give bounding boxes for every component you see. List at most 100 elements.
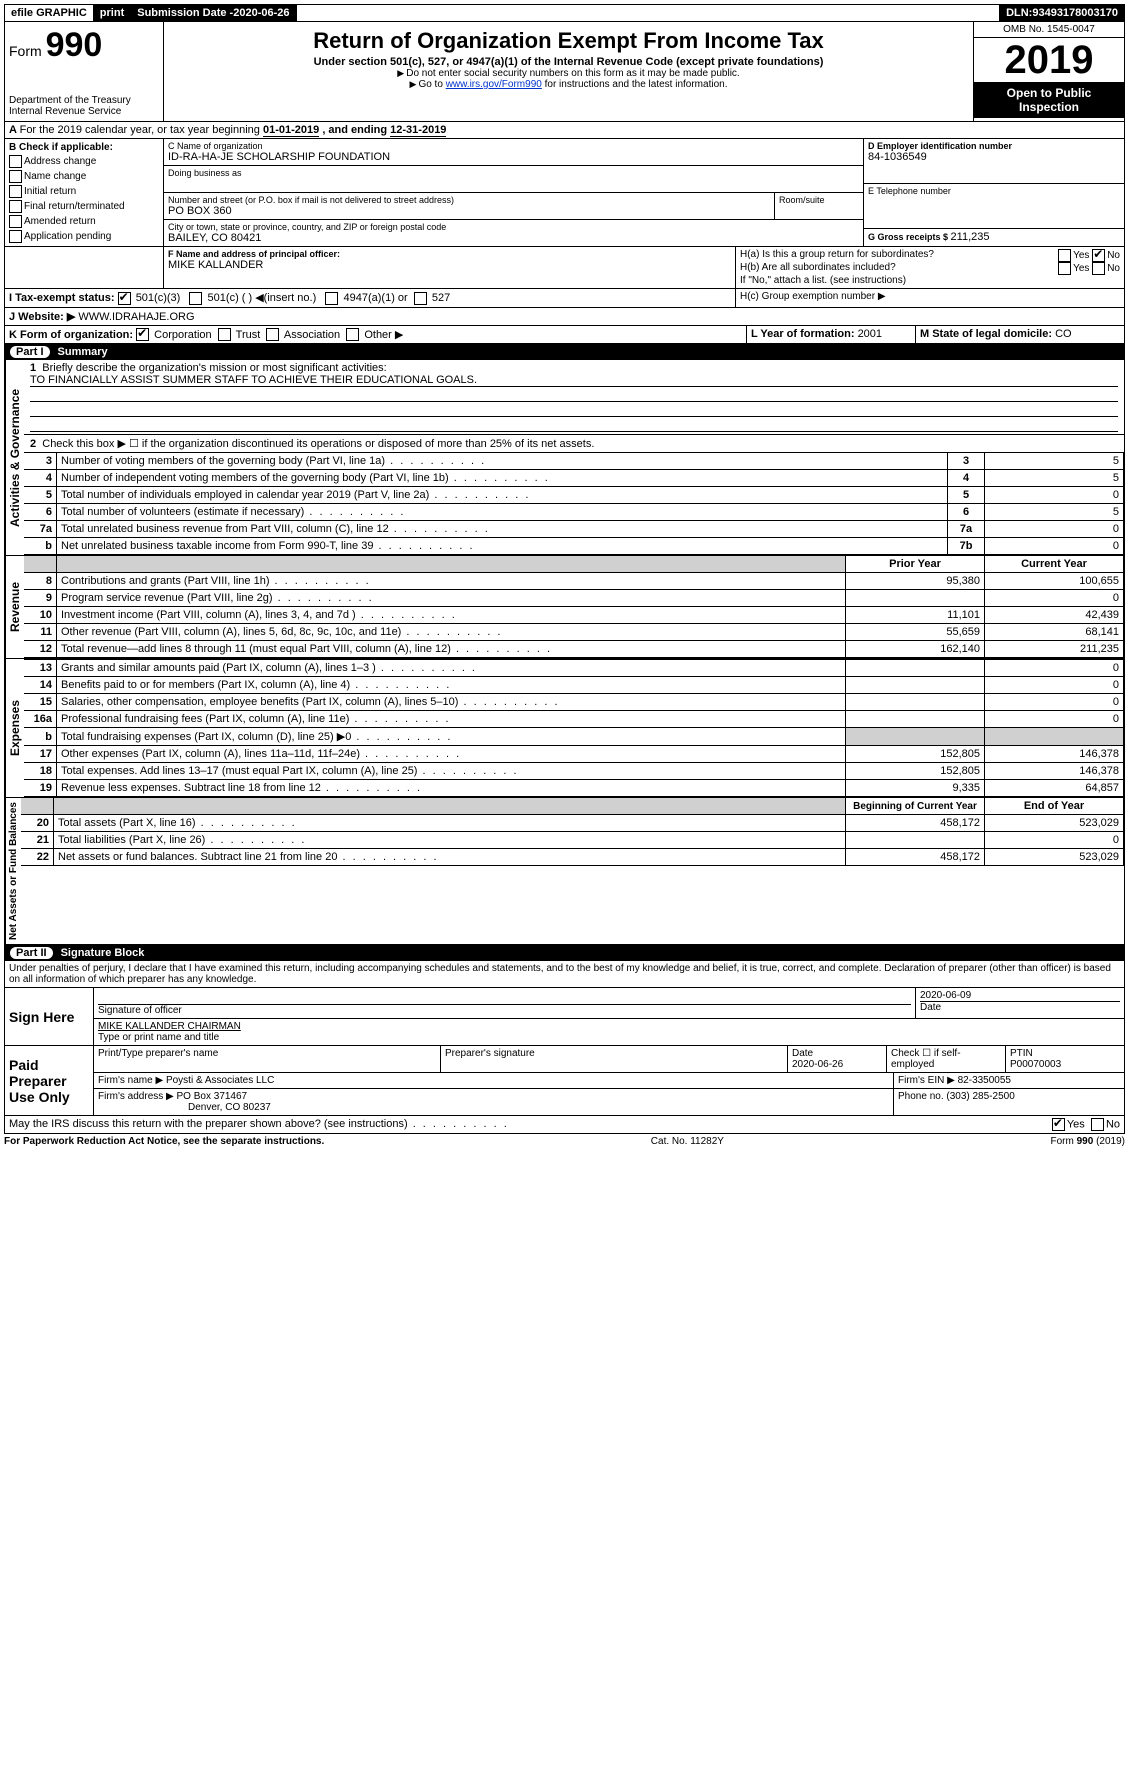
period-row: A For the 2019 calendar year, or tax yea… xyxy=(4,122,1125,139)
header-center: Return of Organization Exempt From Incom… xyxy=(164,22,974,121)
open-public: Open to Public Inspection xyxy=(974,82,1124,118)
vert-gov: Activities & Governance xyxy=(5,360,24,555)
prep-name-label: Print/Type preparer's name xyxy=(94,1046,441,1072)
sig-officer-label: Signature of officer xyxy=(98,1004,911,1016)
cb-other[interactable] xyxy=(346,328,359,341)
period-begin: 01-01-2019 xyxy=(263,124,319,137)
omb-number: OMB No. 1545-0047 xyxy=(974,22,1124,38)
line1-label: Briefly describe the organization's miss… xyxy=(42,362,386,374)
cb-final[interactable] xyxy=(9,200,22,213)
phone-label: Phone no. xyxy=(898,1091,946,1102)
paid-preparer: Paid Preparer Use Only xyxy=(5,1046,94,1116)
type-name-label: Type or print name and title xyxy=(98,1032,1120,1043)
officer-name: MIKE KALLANDER xyxy=(168,259,731,271)
cb-pending[interactable] xyxy=(9,230,22,243)
ptin-label: PTIN xyxy=(1010,1048,1033,1059)
period-text-a: For the 2019 calendar year, or tax year … xyxy=(20,124,263,136)
box-c-label: C Name of organization xyxy=(168,141,859,151)
part1-rev: Revenue Prior YearCurrent Year 8Contribu… xyxy=(4,556,1125,659)
form-word: Form xyxy=(9,43,42,59)
sign-here: Sign Here xyxy=(5,988,94,1046)
net-table: Beginning of Current YearEnd of Year 20T… xyxy=(21,798,1124,866)
form-label-box: Form 990 Department of the Treasury Inte… xyxy=(5,22,164,121)
dept-treasury: Department of the Treasury xyxy=(9,95,159,106)
print-button[interactable]: print xyxy=(94,5,130,21)
fh-spacer xyxy=(5,247,164,288)
form-subtitle: Under section 501(c), 527, or 4947(a)(1)… xyxy=(172,56,965,68)
box-m-label: M State of legal domicile: xyxy=(920,328,1055,340)
note-ssn: Do not enter social security numbers on … xyxy=(172,68,965,79)
room-label: Room/suite xyxy=(775,193,863,219)
cb-trust[interactable] xyxy=(218,328,231,341)
cb-ha-no[interactable] xyxy=(1092,249,1105,262)
ein-value: 84-1036549 xyxy=(868,151,1120,163)
cb-corp[interactable] xyxy=(136,328,149,341)
hc-label: H(c) Group exemption number ▶ xyxy=(736,289,1124,307)
line1-value: TO FINANCIALLY ASSIST SUMMER STAFF TO AC… xyxy=(30,374,1118,387)
part1-num: Part I xyxy=(10,346,50,358)
discuss-row: May the IRS discuss this return with the… xyxy=(4,1116,1125,1134)
declaration: Under penalties of perjury, I declare th… xyxy=(4,961,1125,988)
prep-date-label: Date xyxy=(792,1048,813,1059)
phone-value: (303) 285-2500 xyxy=(946,1091,1014,1102)
spacer xyxy=(297,5,1000,21)
cb-discuss-no[interactable] xyxy=(1091,1118,1104,1131)
hb-label: H(b) Are all subordinates included? xyxy=(740,262,896,275)
cb-hb-yes[interactable] xyxy=(1058,262,1071,275)
dln: DLN: 93493178003170 xyxy=(1000,5,1124,21)
irs-link[interactable]: www.irs.gov/Form990 xyxy=(446,79,542,90)
irs: Internal Revenue Service xyxy=(9,106,159,117)
box-c: C Name of organization ID-RA-HA-JE SCHOL… xyxy=(164,139,864,246)
box-i-label: I Tax-exempt status: xyxy=(9,292,115,304)
prep-sig-label: Preparer's signature xyxy=(441,1046,788,1072)
part2-header: Part II Signature Block xyxy=(4,945,1125,961)
firm-addr1: PO Box 371467 xyxy=(177,1091,248,1102)
cb-amended[interactable] xyxy=(9,215,22,228)
cb-address[interactable] xyxy=(9,155,22,168)
info-block: B Check if applicable: Address change Na… xyxy=(4,139,1125,247)
part2-subtitle: Signature Block xyxy=(61,947,145,959)
cb-ha-yes[interactable] xyxy=(1058,249,1071,262)
vert-net: Net Assets or Fund Balances xyxy=(5,798,21,944)
prep-date: 2020-06-26 xyxy=(792,1059,843,1070)
box-l-label: L Year of formation: xyxy=(751,328,858,340)
top-bar: efile GRAPHIC print Submission Date - 20… xyxy=(4,4,1125,22)
box-k-label: K Form of organization: xyxy=(9,329,133,341)
firm-addr2: Denver, CO 80237 xyxy=(188,1102,271,1113)
rev-table: Prior YearCurrent Year 8Contributions an… xyxy=(24,556,1124,658)
signature-table: Sign Here Signature of officer 2020-06-0… xyxy=(4,988,1125,1116)
period-text-b: , and ending xyxy=(322,124,390,136)
hb-note: If "No," attach a list. (see instruction… xyxy=(740,275,1120,286)
line2-label: Check this box ▶ ☐ if the organization d… xyxy=(42,438,594,450)
street-value: PO BOX 360 xyxy=(168,205,770,217)
part1-subtitle: Summary xyxy=(58,346,108,358)
gov-table: 3Number of voting members of the governi… xyxy=(24,452,1124,555)
firm-name-label: Firm's name ▶ xyxy=(98,1075,163,1086)
cb-discuss-yes[interactable] xyxy=(1052,1118,1065,1131)
cb-initial[interactable] xyxy=(9,185,22,198)
box-d-label: D Employer identification number xyxy=(868,141,1120,151)
firm-ein-label: Firm's EIN ▶ xyxy=(898,1075,955,1086)
cb-hb-no[interactable] xyxy=(1092,262,1105,275)
org-name: ID-RA-HA-JE SCHOLARSHIP FOUNDATION xyxy=(168,151,859,163)
cb-501c3[interactable] xyxy=(118,292,131,305)
date-label: Date xyxy=(920,1001,1120,1013)
cb-4947[interactable] xyxy=(325,292,338,305)
cb-501c[interactable] xyxy=(189,292,202,305)
form-no: Form 990 (2019) xyxy=(1051,1136,1126,1147)
firm-addr-label: Firm's address ▶ xyxy=(98,1091,174,1102)
box-e-label: E Telephone number xyxy=(868,186,1120,196)
form-header: Form 990 Department of the Treasury Inte… xyxy=(4,22,1125,122)
cb-name[interactable] xyxy=(9,170,22,183)
submission-date: Submission Date - 2020-06-26 xyxy=(131,5,295,21)
form-title: Return of Organization Exempt From Incom… xyxy=(172,28,965,54)
box-g-label: G Gross receipts $ xyxy=(868,232,951,242)
website-value: WWW.IDRAHAJE.ORG xyxy=(78,311,194,323)
year-formation: 2001 xyxy=(858,328,882,340)
i-row: I Tax-exempt status: 501(c)(3) 501(c) ( … xyxy=(4,289,1125,308)
cat-no: Cat. No. 11282Y xyxy=(651,1136,724,1147)
cb-assoc[interactable] xyxy=(266,328,279,341)
cb-527[interactable] xyxy=(414,292,427,305)
check-self: Check ☐ if self-employed xyxy=(887,1046,1006,1072)
vert-exp: Expenses xyxy=(5,659,24,797)
